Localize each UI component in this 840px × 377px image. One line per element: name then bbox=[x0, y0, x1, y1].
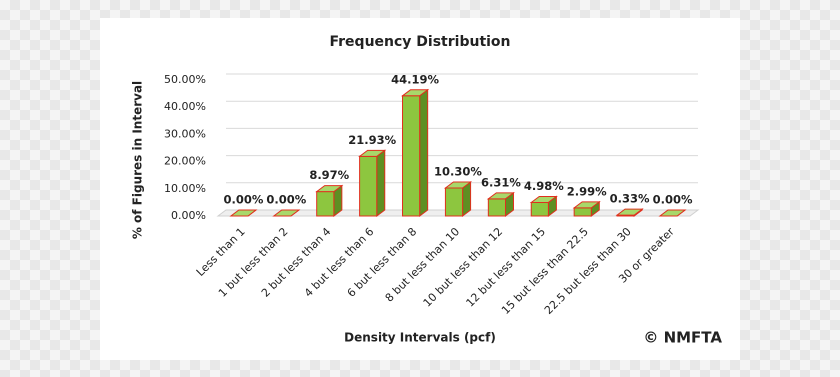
x-axis-title: Density Intervals (pcf) bbox=[344, 331, 496, 345]
bar bbox=[444, 187, 464, 217]
y-axis-title: % of Figures in Interval bbox=[131, 81, 145, 239]
bar bbox=[573, 207, 592, 217]
bar-top bbox=[229, 209, 258, 217]
y-tick-label: 50.00% bbox=[164, 73, 206, 86]
bar-top bbox=[572, 201, 601, 209]
value-label: 0.33% bbox=[610, 192, 650, 206]
y-tick-label: 40.00% bbox=[164, 100, 206, 113]
bar-top bbox=[615, 208, 644, 216]
bar bbox=[316, 191, 335, 217]
bar-top bbox=[486, 192, 515, 200]
chart-title: Frequency Distribution bbox=[329, 34, 510, 50]
value-label: 44.19% bbox=[391, 72, 439, 86]
value-label: 10.30% bbox=[434, 164, 482, 178]
bar-top bbox=[272, 209, 301, 217]
bar bbox=[487, 198, 506, 217]
bar-top bbox=[529, 195, 558, 203]
value-label: 21.93% bbox=[348, 133, 396, 147]
y-tick-label: 30.00% bbox=[164, 127, 206, 140]
value-label: 0.00% bbox=[224, 193, 264, 207]
bar bbox=[402, 95, 421, 217]
bar-top bbox=[658, 209, 687, 217]
value-label: 0.00% bbox=[653, 193, 693, 207]
bar-side bbox=[419, 88, 429, 217]
bar bbox=[530, 201, 549, 217]
value-label: 2.99% bbox=[567, 184, 607, 198]
value-label: 8.97% bbox=[309, 168, 349, 182]
value-label: 4.98% bbox=[524, 179, 564, 193]
value-label: 6.31% bbox=[481, 175, 521, 189]
bar-top bbox=[443, 181, 473, 189]
bar-top bbox=[358, 149, 387, 157]
bar bbox=[359, 155, 378, 217]
y-tick-label: 10.00% bbox=[164, 182, 206, 195]
annotation: © NMFTA bbox=[643, 329, 722, 347]
y-tick-label: 0.00% bbox=[171, 209, 206, 222]
value-label: 0.00% bbox=[266, 193, 306, 207]
bar-top bbox=[401, 89, 430, 97]
bar-side bbox=[376, 149, 386, 217]
bar-top bbox=[315, 185, 344, 193]
y-tick-label: 20.00% bbox=[164, 155, 206, 168]
